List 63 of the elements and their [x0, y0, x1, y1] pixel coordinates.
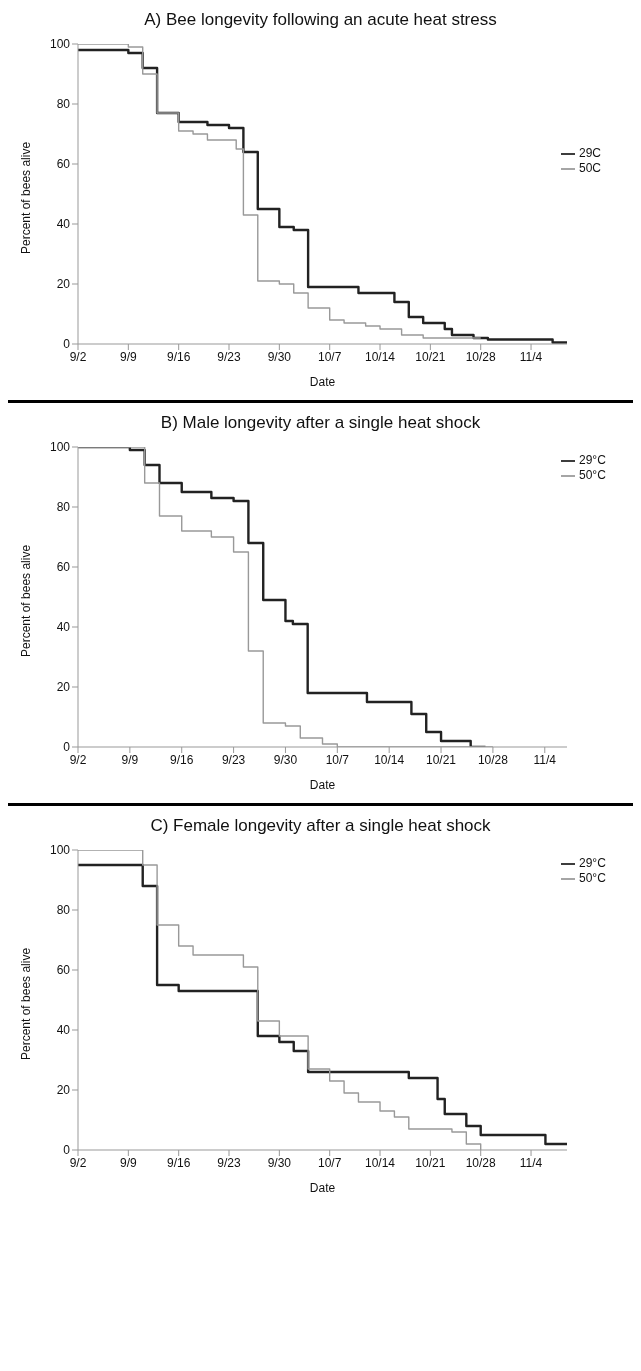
y-tick-label: 60	[56, 157, 71, 172]
y-tick-label: 100	[49, 440, 71, 455]
y-tick-label: 20	[56, 277, 71, 292]
x-tick-label: 9/2	[69, 1155, 87, 1170]
x-tick-label: 9/16	[170, 752, 194, 767]
y-tick-label: 0	[63, 740, 71, 755]
y-axis-title: Percent of bees alive	[19, 947, 34, 1060]
x-tick-label: 9/2	[69, 752, 87, 767]
x-tick-label: 9/23	[217, 1155, 242, 1170]
x-tick-label: 10/14	[374, 752, 405, 767]
legend-label: 29C	[579, 146, 602, 160]
x-tick-label: 9/16	[167, 349, 191, 364]
x-tick-label: 9/30	[267, 349, 292, 364]
legend-label: 50C	[579, 160, 602, 175]
x-tick-label: 9/30	[273, 752, 298, 767]
legend-label: 50°C	[579, 467, 606, 482]
y-tick-label: 40	[56, 1023, 71, 1038]
chart-title: A) Bee longevity following an acute heat stress	[143, 10, 498, 30]
y-tick-label: 100	[49, 843, 71, 858]
x-tick-label: 10/21	[426, 752, 457, 767]
y-tick-label: 0	[63, 1143, 71, 1158]
x-axis-title: Date	[309, 375, 336, 389]
y-tick-label: 40	[56, 217, 71, 232]
chart-title: C) Female longevity after a single heat shock	[149, 816, 492, 836]
x-tick-label: 11/4	[533, 752, 557, 767]
chart-title: B) Male longevity after a single heat shock	[159, 413, 482, 433]
y-tick-label: 100	[49, 37, 71, 52]
x-tick-label: 10/28	[465, 349, 497, 364]
x-axis-title: Date	[309, 778, 336, 792]
y-tick-label: 60	[56, 963, 71, 978]
x-tick-label: 9/23	[221, 752, 246, 767]
y-tick-label: 80	[56, 500, 71, 515]
x-tick-label: 9/30	[267, 1155, 292, 1170]
y-tick-label: 40	[56, 620, 71, 635]
x-tick-label: 9/23	[217, 349, 242, 364]
y-tick-label: 20	[56, 1083, 71, 1098]
legend-label: 50°C	[579, 870, 606, 885]
x-tick-label: 10/7	[325, 752, 350, 767]
x-tick-label: 10/14	[365, 349, 396, 364]
x-tick-label: 9/16	[167, 1155, 191, 1170]
y-axis-title: Percent of bees alive	[19, 544, 34, 657]
x-tick-label: 10/7	[318, 349, 342, 364]
y-tick-label: 80	[56, 97, 71, 112]
x-tick-label: 11/4	[519, 349, 543, 364]
y-tick-label: 80	[56, 903, 71, 918]
x-tick-label: 11/4	[519, 1155, 543, 1170]
y-tick-label: 20	[56, 680, 71, 695]
x-tick-label: 9/9	[119, 1155, 137, 1170]
x-tick-label: 10/28	[465, 1155, 497, 1170]
x-tick-label: 9/9	[119, 349, 137, 364]
y-tick-label: 0	[63, 337, 71, 352]
x-tick-label: 10/7	[318, 1155, 342, 1170]
x-tick-label: 10/21	[415, 1155, 446, 1170]
x-tick-label: 10/28	[477, 752, 509, 767]
legend-label: 29°C	[579, 856, 606, 870]
legend-label: 29°C	[579, 453, 606, 467]
y-axis-title: Percent of bees alive	[19, 141, 34, 254]
x-tick-label: 9/9	[121, 752, 139, 767]
x-axis-title: Date	[309, 1181, 336, 1195]
x-tick-label: 9/2	[69, 349, 87, 364]
y-tick-label: 60	[56, 560, 71, 575]
x-tick-label: 10/14	[365, 1155, 396, 1170]
x-tick-label: 10/21	[415, 349, 446, 364]
